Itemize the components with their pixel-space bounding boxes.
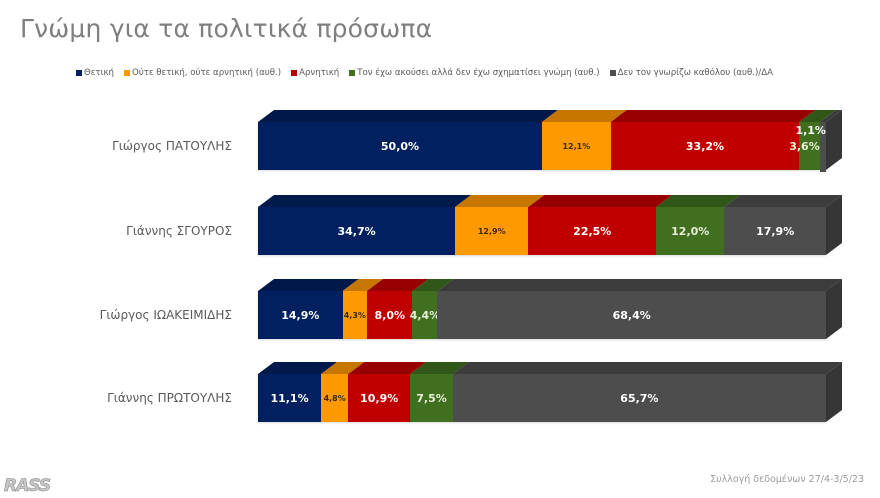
bar-segment: 8,0% <box>367 291 413 339</box>
data-collection-note: Συλλογή δεδομένων 27/4-3/5/23 <box>710 474 864 485</box>
bar-segment: 11,1% <box>258 374 322 422</box>
bar-segment: 12,0% <box>656 207 725 255</box>
stacked-bar: 14,9% 4,3% 8,0% 4,4% 68,4% <box>258 279 842 339</box>
bar-segment: 50,0% <box>258 122 542 170</box>
legend-item: Δεν τον γνωρίζω καθόλου (αυθ.)/ΔΑ <box>609 68 773 78</box>
chart-legend: Θετική Ούτε θετική, ούτε αρνητική (αυθ.) Α… <box>76 68 876 78</box>
bar-segment: 7,5% <box>410 374 453 422</box>
bar-segment: 12,9% <box>455 207 529 255</box>
bar-segment: 22,5% <box>528 207 657 255</box>
bar-3d-faces <box>258 110 842 170</box>
row-label: Γιάννης ΠΡΩΤΟΥΛΗΣ <box>107 391 232 405</box>
legend-label: Τον έχω ακούσει αλλά δεν έχω σχηματίσει … <box>357 68 600 78</box>
legend-item: Θετική <box>76 68 114 78</box>
legend-item: Αρνητική <box>291 68 339 78</box>
bar-segment: 3,6% <box>789 122 820 170</box>
bar-front: 14,9% 4,3% 8,0% 4,4% 68,4% <box>258 291 826 339</box>
legend-item: Τον έχω ακούσει αλλά δεν έχω σχηματίσει … <box>349 68 600 78</box>
stacked-bar: 11,1% 4,8% 10,9% 7,5% 65,7% <box>258 362 842 422</box>
bar-segment: 4,8% <box>321 374 349 422</box>
bar-3d-faces <box>258 279 842 339</box>
bar-segment: 4,3% <box>342 291 368 339</box>
rass-logo: RASS <box>4 476 52 497</box>
legend-swatch-icon <box>76 70 82 76</box>
bar-segment: 34,7% <box>258 207 456 255</box>
legend-item: Ούτε θετική, ούτε αρνητική (αυθ.) <box>124 68 281 78</box>
bar-front: 11,1% 4,8% 10,9% 7,5% 65,7% <box>258 374 826 422</box>
row-label: Γιώργος ΙΩΑΚΕΙΜΙΔΗΣ <box>99 308 232 322</box>
bar-3d-faces <box>258 195 842 255</box>
stacked-bar: 50,0%12,1%33,2%3,6%1,1% <box>258 110 842 172</box>
legend-swatch-icon <box>349 70 356 76</box>
legend-label: Δεν τον γνωρίζω καθόλου (αυθ.)/ΔΑ <box>617 68 773 78</box>
bar-front: 50,0%12,1%33,2%3,6%1,1% <box>258 122 826 172</box>
bar-segment: 14,9% <box>258 291 343 339</box>
stacked-bar: 34,7% 12,9% 22,5% 12,0% 17,9% <box>258 195 842 255</box>
bar-segment: 1,1% <box>795 122 826 172</box>
bar-3d-faces <box>258 362 842 422</box>
legend-swatch-icon <box>291 70 298 76</box>
bar-segment: 12,1% <box>542 122 611 170</box>
bar-segment: 68,4% <box>437 291 826 339</box>
bar-segment: 17,9% <box>724 207 826 255</box>
legend-label: Θετική <box>84 68 115 78</box>
bar-front: 34,7% 12,9% 22,5% 12,0% 17,9% <box>258 207 826 255</box>
bar-segment: 65,7% <box>452 374 826 422</box>
legend-swatch-icon <box>609 70 616 76</box>
bar-segment: 4,4% <box>410 291 440 339</box>
chart-title: Γνώμη για τα πολιτικά πρόσωπα <box>20 14 433 43</box>
bar-segment: 10,9% <box>348 374 411 422</box>
legend-swatch-icon <box>124 70 131 76</box>
legend-label: Ούτε θετική, ούτε αρνητική (αυθ.) <box>132 68 282 78</box>
bar-segment: 33,2% <box>610 122 800 170</box>
row-label: Γιάννης ΣΓΟΥΡΟΣ <box>126 224 232 238</box>
row-label: Γιώργος ΠΑΤΟΥΛΗΣ <box>112 139 232 153</box>
legend-label: Αρνητική <box>299 68 340 78</box>
